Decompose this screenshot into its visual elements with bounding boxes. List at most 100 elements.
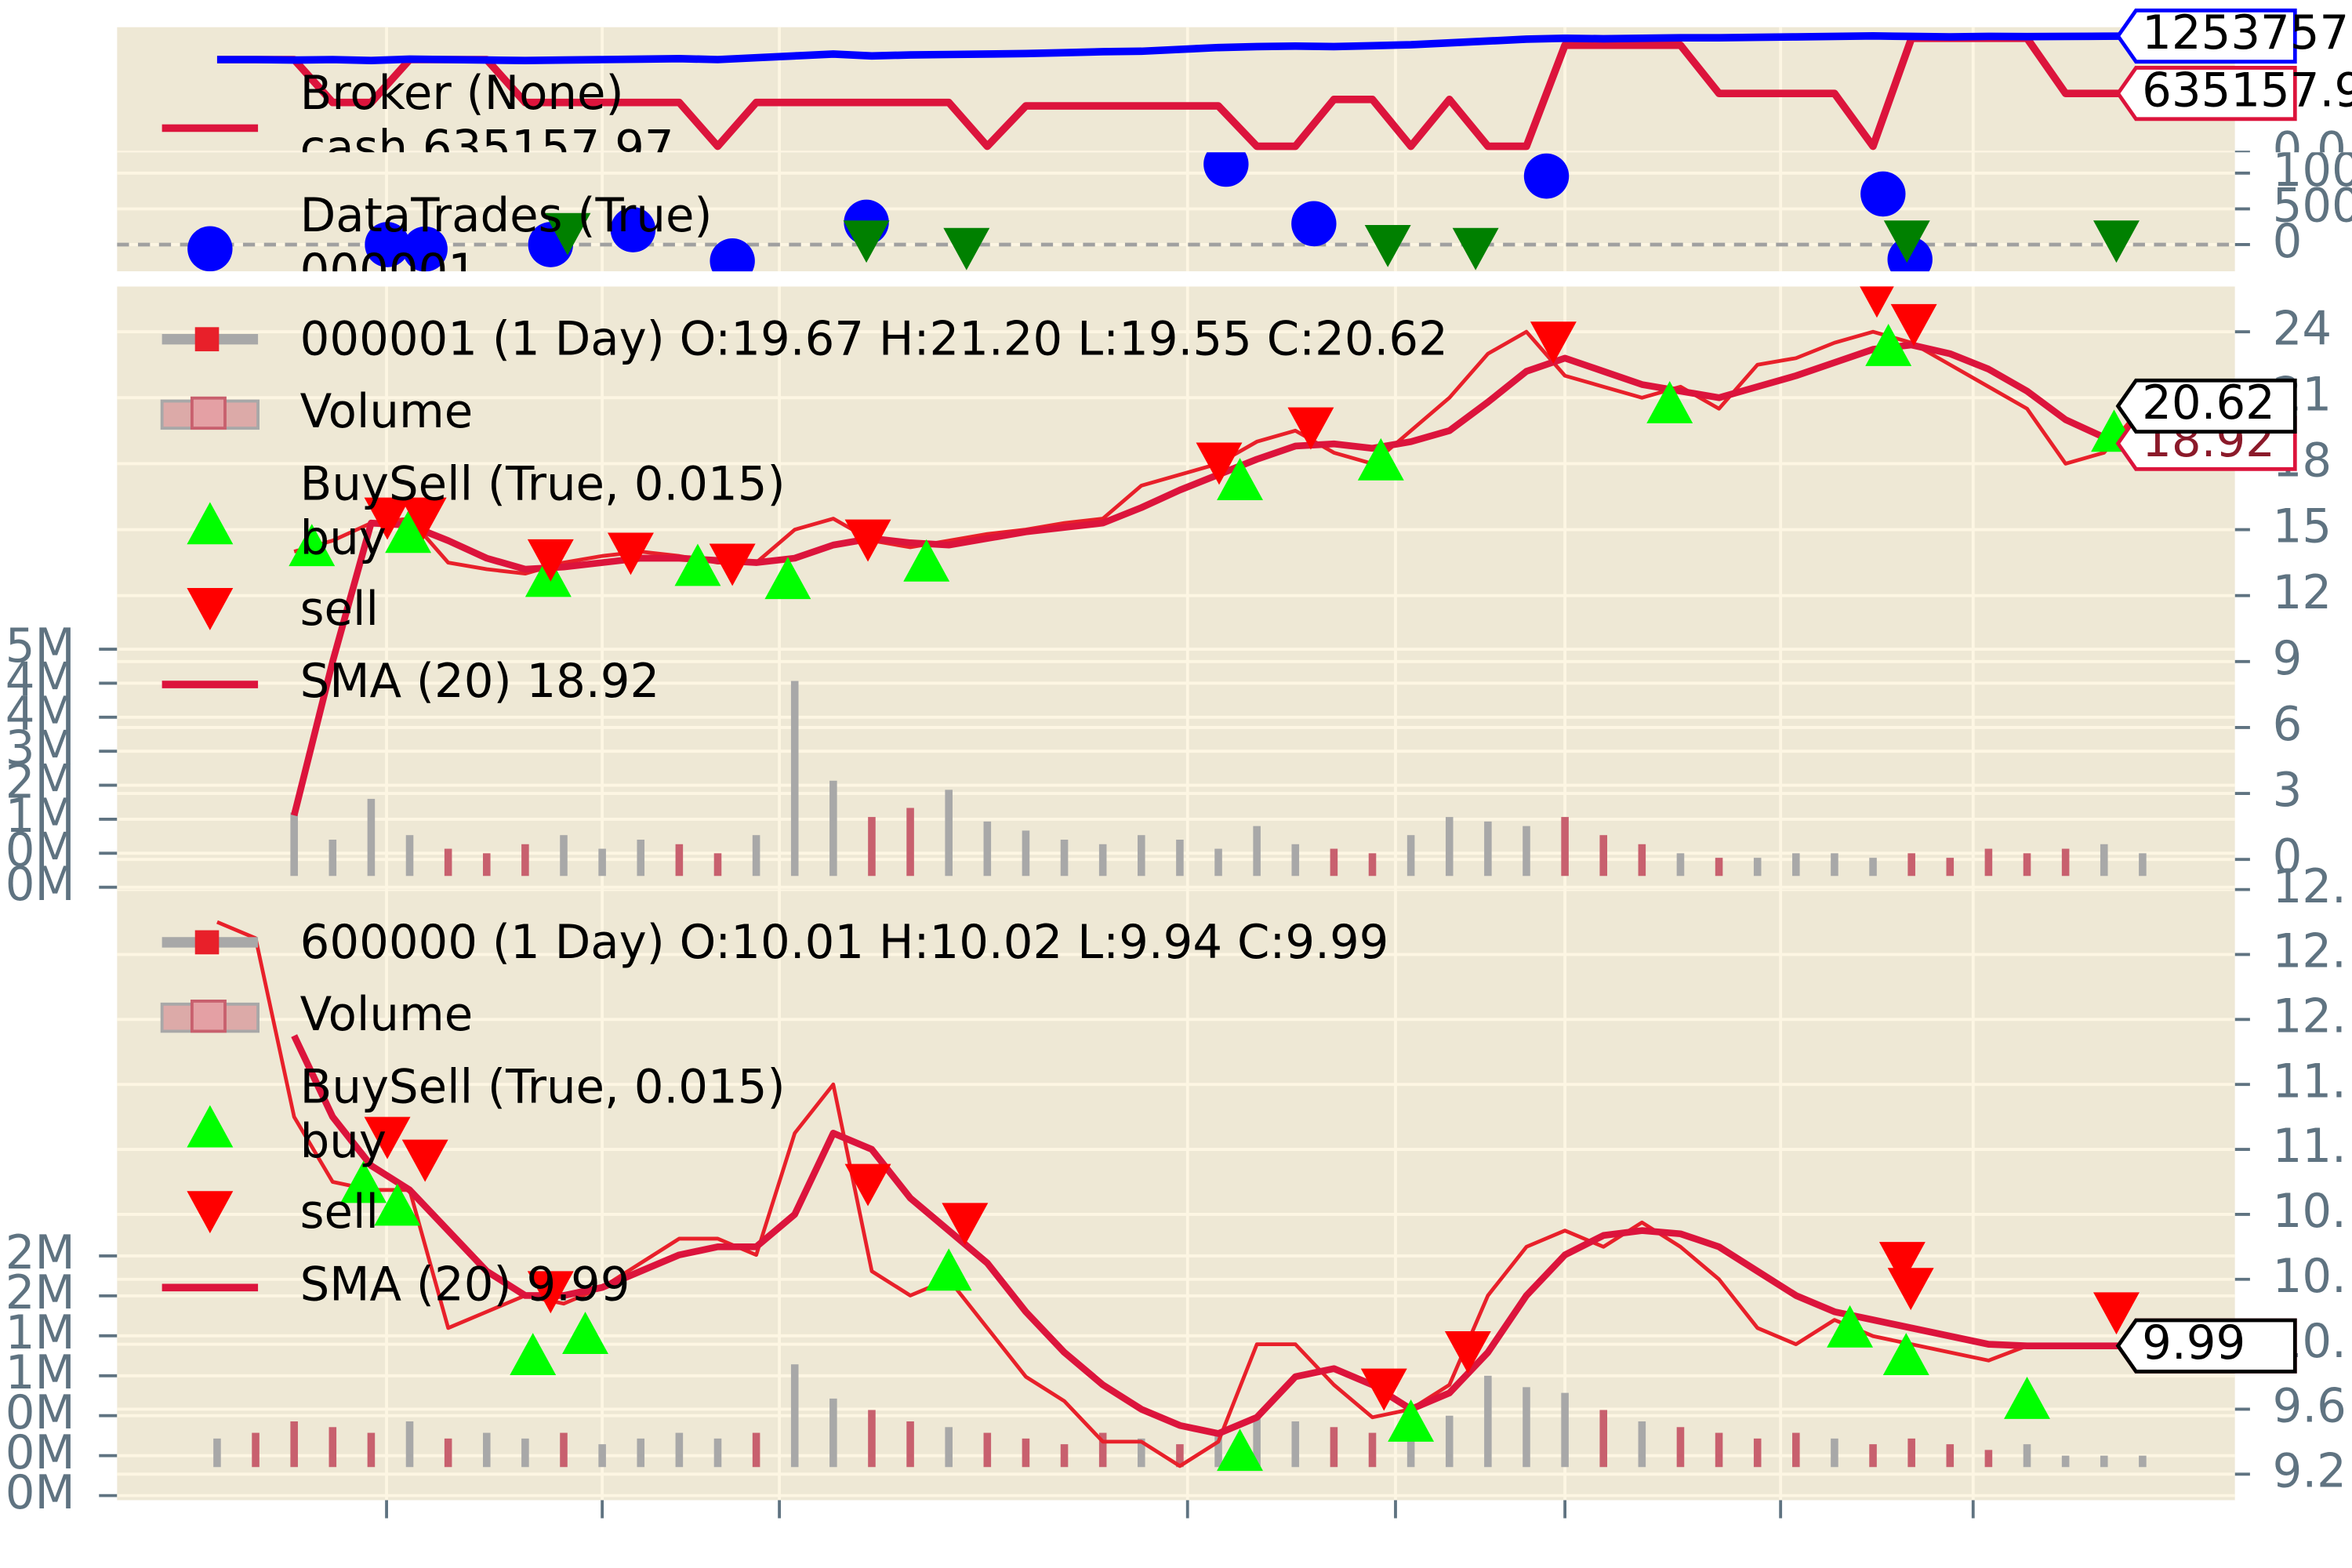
axis: 0500100 [2234,152,2352,269]
trade-marker [1860,171,1906,217]
trade-marker [610,207,656,252]
panel-background [117,889,2235,1501]
trade-marker [1883,220,1930,263]
buy-marker [2004,1377,2050,1419]
volume-bar [1060,839,1069,877]
sell-marker [1860,286,1894,318]
sell-marker [401,1139,448,1182]
volume-bar [1753,1438,1762,1468]
volume-bar [1098,844,1107,877]
value-tag: 635157.97 [2142,64,2352,118]
volume-tick-label: 0M [5,823,75,877]
sell-marker [844,519,891,562]
y-tick-label: 12. [2273,860,2347,914]
legend-icon [190,396,227,430]
volume-bar [1561,817,1569,877]
legend-icon [187,1191,234,1234]
y-tick-label: 3 [2273,764,2303,818]
volume-bar [1561,1392,1569,1468]
y-tick-label: 15 [2273,500,2332,554]
sell-marker [2093,1292,2140,1335]
volume-bar [1638,844,1646,877]
volume-tick-label: 0M [5,1386,75,1440]
volume-bar [405,835,414,877]
buy-marker [1217,1428,1264,1472]
sell-marker [364,1116,411,1160]
buy-marker [925,1248,972,1291]
value-tag: 1253757 [2142,6,2349,60]
volume-bar [637,839,645,877]
legend-icon [187,1105,234,1148]
volume-bar [1484,821,1492,877]
volume-bar [367,1432,376,1468]
sell-marker [844,1163,891,1207]
volume-bar [2139,853,2147,877]
volume-bar [1676,1427,1685,1468]
panel: 600000 (1 Day) O:10.01 H:10.02 L:9.94 C:… [117,889,2235,1501]
volume-bar [1406,1421,1415,1468]
volume-bar [1599,1410,1608,1468]
legend-icon [187,588,234,630]
legend-label: SMA (20) 18.92 [300,655,660,709]
volume-bar [1138,1438,1145,1468]
buy-marker [374,1183,421,1226]
legend-icon [187,502,234,545]
y-tick-label: 0 [2273,829,2303,884]
volume-tick-label: 0M [5,1466,75,1520]
volume-bar [983,821,992,877]
volume-bar [1291,1421,1300,1468]
sell-marker [709,543,756,586]
legend-label: BuySell (True, 0.015) [300,1060,786,1114]
trade-marker [710,238,755,272]
legend-label: buy [300,1115,387,1169]
volume-bar [482,1432,491,1468]
sell-marker [608,532,654,575]
volume-bar [1946,858,1955,877]
volume-bar [1406,835,1415,877]
volume-bar [1831,853,1838,877]
trade-marker [1291,201,1337,247]
volume-bar [1368,1432,1377,1468]
buy-marker [289,524,336,567]
volume-bar [598,1444,606,1468]
sell-marker [400,497,447,540]
volume-bar [1291,844,1300,877]
volume-bar [752,835,760,877]
y-tick-label: 9.6 [2273,1379,2347,1433]
y-tick-label: 11. [2273,1120,2347,1174]
sell-marker [1878,1242,1926,1284]
legend-title: Broker (None) [300,67,624,121]
volume-bar [444,1438,452,1468]
volume-bar [328,1427,337,1468]
legend-label: sell [300,583,379,637]
volume-bar [1484,1375,1492,1468]
buy-marker [1827,1305,1874,1348]
volume-bar [290,812,298,877]
trade-marker [365,222,410,267]
volume-bar [1907,853,1915,877]
volume-bar [482,853,491,877]
buy-marker [1865,324,1912,366]
volume-bar [1715,1432,1723,1468]
volume-bar [1523,826,1530,877]
y-tick-label: 500 [2273,179,2352,233]
sell-marker [1444,1331,1491,1374]
volume-bar [444,848,452,877]
volume-bar [790,1364,799,1468]
volume-bar [1869,1444,1877,1468]
volume-bar [1022,830,1030,877]
broker-line [216,34,2143,151]
volume-bar [521,844,529,877]
y-tick-label: 12 [2273,566,2332,620]
legend-label: 000001 [300,245,477,299]
value-tag: 20.62 [2142,376,2275,430]
value-tag-box [2115,1318,2297,1374]
y-tick-label: 0 [2273,215,2303,269]
volume-bar [2100,844,2108,877]
volume-bar [1022,1438,1030,1468]
y-tick-label: 10. [2273,1250,2347,1304]
